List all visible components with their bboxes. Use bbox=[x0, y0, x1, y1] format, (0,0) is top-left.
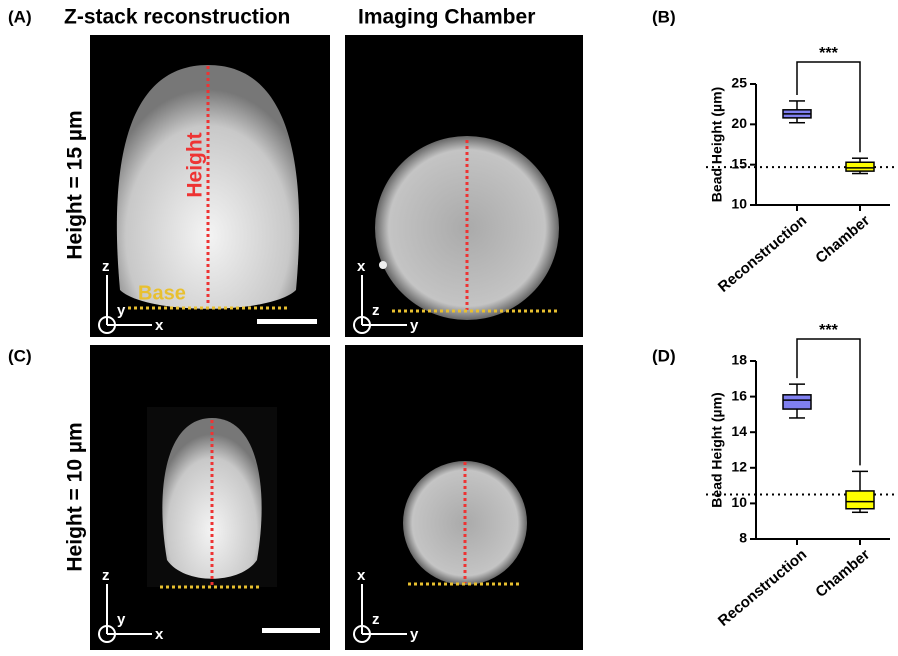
y-axis-label: Bead Height (µm) bbox=[709, 392, 725, 507]
x-tick-label: Chamber bbox=[812, 212, 873, 267]
panel-label: (B) bbox=[652, 7, 676, 26]
axis-letter: z bbox=[372, 611, 380, 628]
y-tick-label: 15 bbox=[731, 155, 747, 171]
panel-label: (C) bbox=[8, 346, 32, 365]
y-tick-label: 14 bbox=[731, 423, 747, 439]
column-title: Imaging Chamber bbox=[358, 6, 535, 29]
significance-label: *** bbox=[819, 45, 838, 62]
axis-letter: z bbox=[102, 567, 110, 584]
significance-bracket bbox=[797, 62, 860, 152]
axis-letter: x bbox=[155, 317, 164, 334]
panel-label: (A) bbox=[8, 7, 32, 26]
box bbox=[846, 162, 874, 171]
significance-label: *** bbox=[819, 322, 838, 339]
y-tick-label: 10 bbox=[731, 196, 747, 212]
figure: (A) Z-stack reconstruction Imaging Chamb… bbox=[0, 0, 898, 656]
axis-letter: y bbox=[410, 626, 419, 643]
y-tick-label: 10 bbox=[731, 494, 747, 510]
y-tick-label: 12 bbox=[731, 459, 747, 475]
row-title: Height = 10 µm bbox=[64, 422, 87, 571]
height-label: Height bbox=[184, 132, 207, 197]
panel-label: (D) bbox=[652, 346, 676, 365]
box bbox=[846, 491, 874, 509]
y-tick-label: 25 bbox=[731, 75, 747, 91]
y-tick-label: 8 bbox=[739, 530, 747, 546]
base-label: Base bbox=[138, 282, 186, 304]
y-tick-label: 16 bbox=[731, 387, 747, 403]
axis-letter: y bbox=[410, 317, 419, 334]
axis-letter: z bbox=[102, 258, 110, 275]
column-title: Z-stack reconstruction bbox=[64, 6, 290, 29]
x-tick-label: Chamber bbox=[812, 546, 873, 601]
box bbox=[783, 395, 811, 409]
y-tick-label: 20 bbox=[731, 115, 747, 131]
axis-letter: x bbox=[155, 626, 164, 643]
y-axis-label: Bead Height (µm) bbox=[709, 87, 725, 202]
x-tick-label: Reconstruction bbox=[715, 212, 810, 296]
micrograph bbox=[90, 35, 583, 650]
y-tick-label: 18 bbox=[731, 352, 747, 368]
x-tick-label: Reconstruction bbox=[715, 546, 810, 630]
axis-letter: x bbox=[357, 567, 366, 584]
axis-letter: y bbox=[117, 302, 126, 319]
axis-letter: z bbox=[372, 302, 380, 319]
axis-letter: y bbox=[117, 611, 126, 628]
axis-letter: x bbox=[357, 258, 366, 275]
row-title: Height = 15 µm bbox=[64, 110, 87, 259]
